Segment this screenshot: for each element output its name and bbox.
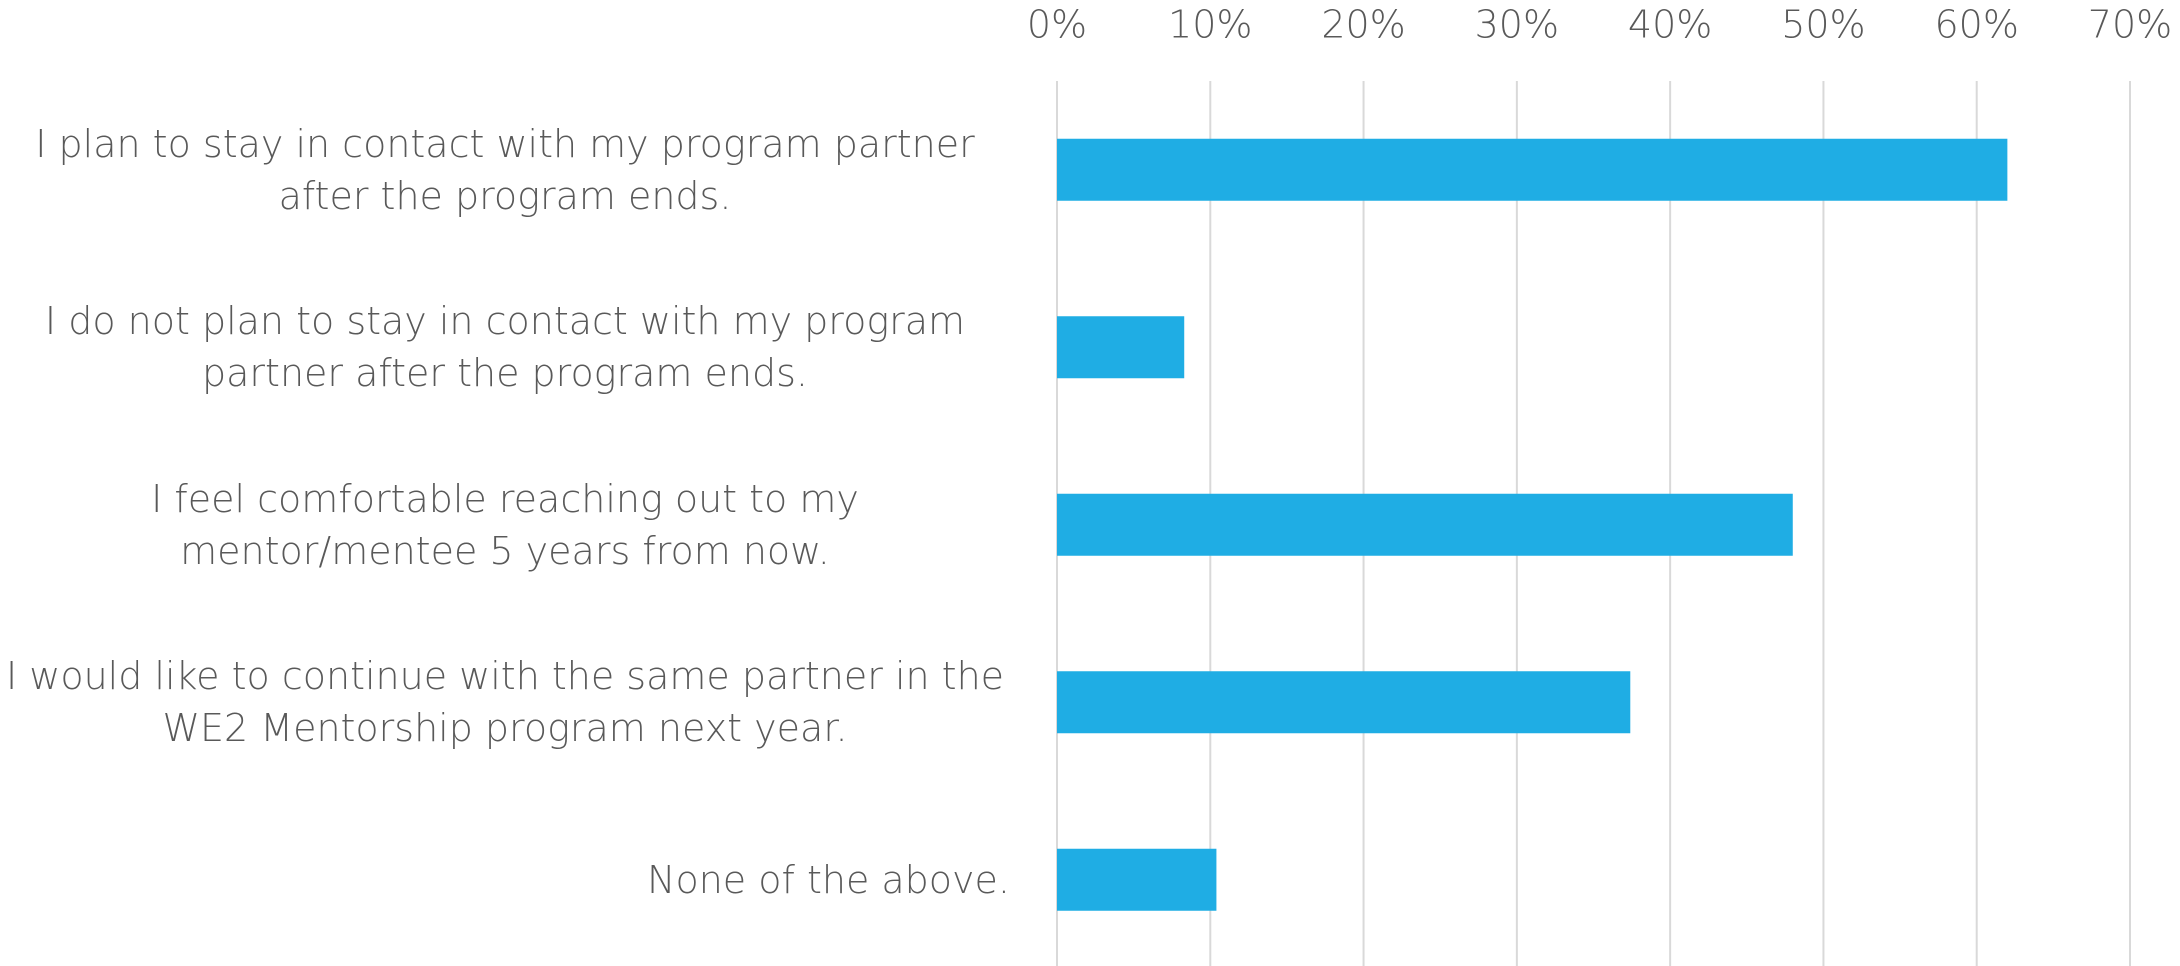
bar [1057,848,1217,911]
bar [1057,493,1793,556]
category-label: I would like to continue with the same p… [5,654,1005,751]
bar [1057,316,1185,379]
x-tick-label: 10% [1168,3,1252,47]
category-label: I do not plan to stay in contact with my… [44,299,966,396]
bar [1057,138,2008,201]
x-tick-label: 70% [2088,3,2172,47]
category-label: None of the above. [647,857,1010,902]
x-tick-label: 60% [1934,3,2018,47]
x-tick-label: 20% [1321,3,1405,47]
x-tick-label: 50% [1781,3,1865,47]
x-tick-label: 30% [1475,3,1559,47]
category-label: I plan to stay in contact with my progra… [35,121,975,218]
category-label: I feel comfortable reaching out to my me… [151,476,859,573]
x-tick-label: 0% [1027,3,1087,47]
x-tick-label: 40% [1628,3,1712,47]
bar [1057,671,1631,734]
